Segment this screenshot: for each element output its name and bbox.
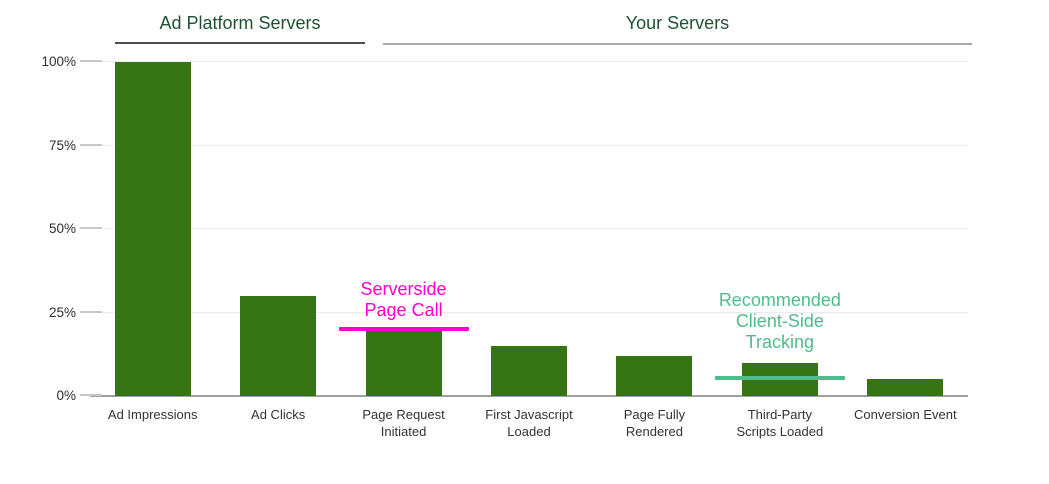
x-axis-line bbox=[90, 395, 968, 397]
gridline bbox=[90, 228, 968, 229]
group-title-ad-platform-servers: Ad Platform Servers bbox=[159, 13, 321, 33]
y-axis-tick bbox=[80, 394, 102, 396]
y-axis-tick bbox=[80, 227, 102, 229]
y-axis-label: 25% bbox=[48, 304, 76, 320]
y-axis-label: 50% bbox=[48, 221, 76, 236]
category-label: Conversion Event bbox=[853, 407, 957, 422]
group-underline-ad-platform-servers bbox=[115, 42, 365, 44]
recommended-client-side-tracking-line bbox=[714, 375, 845, 380]
y-axis-tick bbox=[80, 60, 102, 62]
category-label: Ad Clicks bbox=[251, 407, 306, 422]
serverside-page-call-label: Serverside Page Call bbox=[360, 278, 447, 320]
group-underline-your-servers bbox=[383, 43, 972, 45]
recommended-client-side-tracking-label: Recommended Client-Side Tracking bbox=[718, 289, 841, 352]
y-axis-label: 75% bbox=[48, 137, 76, 153]
y-axis-label: 0% bbox=[56, 388, 76, 403]
bar bbox=[616, 355, 693, 396]
category-label: Page Request Initiated bbox=[362, 407, 445, 439]
y-axis-tick bbox=[80, 143, 102, 146]
serverside-page-call-line bbox=[338, 327, 469, 332]
bar-chart-plot-area: 0% 25% 50% 75% 100% Ad Impressions Ad Clicks Pa… bbox=[41, 54, 968, 439]
y-axis-tick bbox=[80, 310, 102, 313]
bar bbox=[365, 329, 442, 396]
category-label: Third-Party Scripts Loaded bbox=[736, 407, 824, 439]
category-label: Page Fully Rendered bbox=[623, 407, 686, 439]
bar bbox=[867, 379, 944, 396]
y-axis-label: 100% bbox=[41, 54, 76, 69]
gridline bbox=[90, 311, 968, 313]
category-label: Ad Impressions bbox=[107, 407, 198, 422]
bar bbox=[491, 345, 567, 396]
gridline bbox=[90, 61, 968, 62]
category-label: First Javascript Loaded bbox=[485, 407, 573, 439]
bar bbox=[240, 295, 317, 396]
group-title-your-servers: Your Servers bbox=[625, 13, 730, 33]
gridline bbox=[90, 144, 968, 146]
bar bbox=[114, 62, 191, 396]
